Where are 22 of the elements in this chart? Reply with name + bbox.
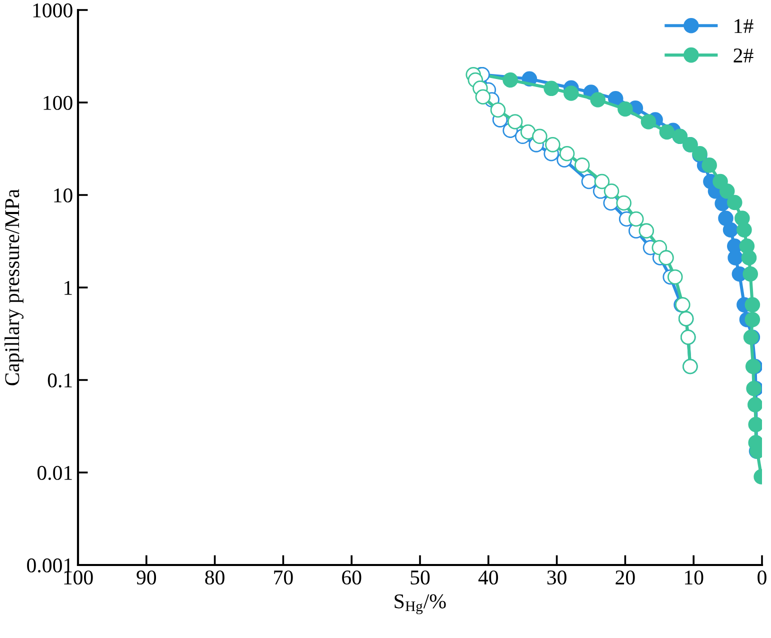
y-tick-label: 0.01	[37, 466, 72, 480]
x-tick-label: 50	[410, 570, 430, 585]
y-tick-label: 1	[64, 280, 72, 295]
legend-label: 1#	[734, 19, 754, 33]
x-tick-label: 100	[64, 570, 93, 585]
x-tick-label: 0	[758, 570, 766, 585]
x-tick-label: 10	[685, 570, 704, 585]
y-tick-label: 1000	[33, 3, 72, 18]
x-tick-label: 40	[478, 570, 498, 585]
x-tick-label: 90	[136, 570, 156, 585]
y-tick-label: 0.001	[27, 558, 72, 573]
x-axis-title: S$_{Hg}$/%	[394, 594, 446, 614]
y-tick-label: 0.1	[48, 373, 72, 388]
y-tick-label: 100	[44, 96, 72, 110]
legend-label: 2#	[734, 48, 754, 62]
x-tick-label: 80	[205, 570, 224, 585]
y-axis-title: Capillary pressure/MPa	[4, 189, 24, 386]
x-tick-label: 20	[616, 570, 635, 585]
x-tick-label: 70	[274, 570, 293, 585]
x-tick-label: 60	[342, 570, 362, 585]
y-tick-label: 10	[54, 188, 72, 202]
x-tick-label: 30	[547, 570, 566, 585]
